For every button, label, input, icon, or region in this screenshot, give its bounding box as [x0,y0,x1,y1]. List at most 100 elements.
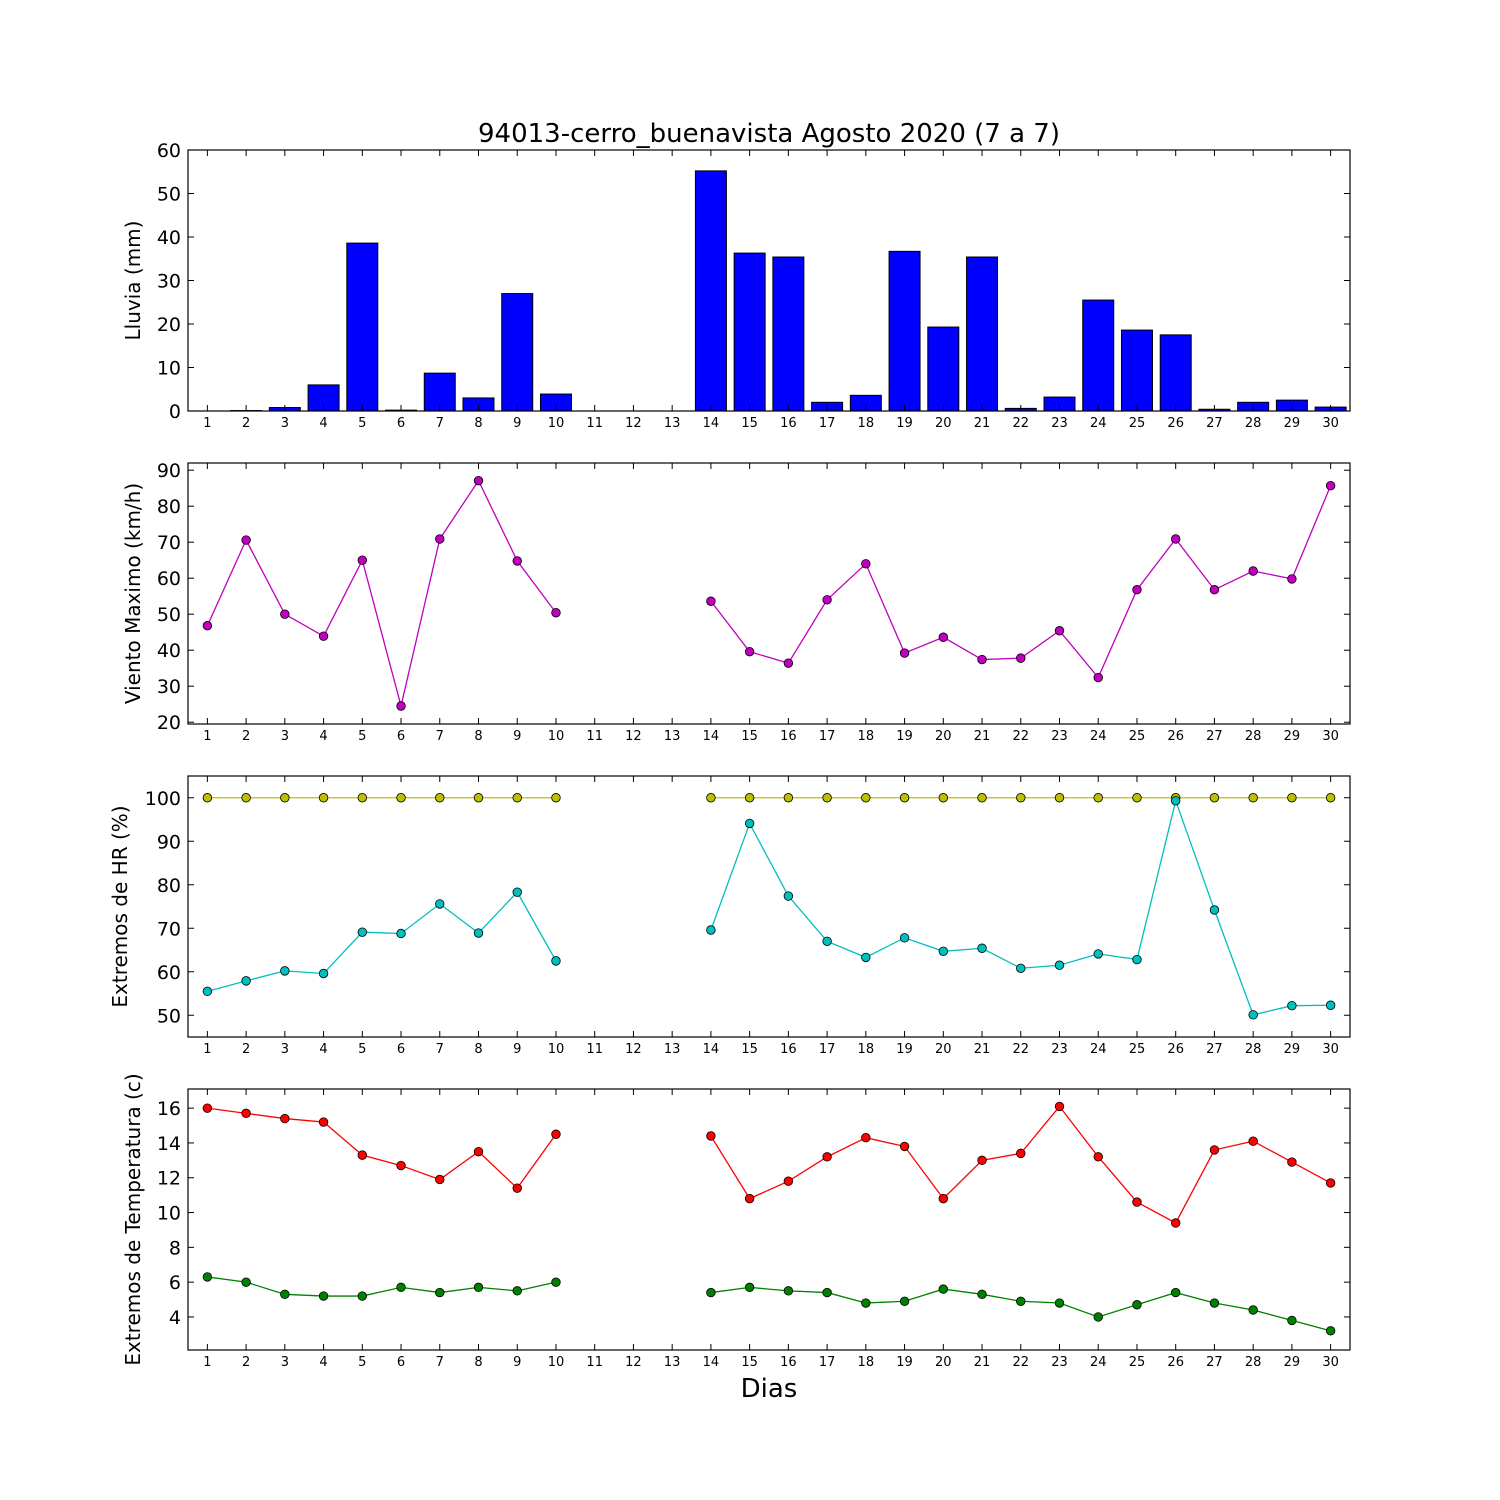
x-tick-label: 19 [896,729,913,744]
series-2-point-day-4 [318,968,329,979]
x-tick-label: 21 [974,1042,991,1057]
x-tick-label: 24 [1090,729,1107,744]
x-tick-label: 23 [1051,1355,1068,1370]
series-1-point-day-25 [1132,585,1142,595]
x-tick-label: 29 [1284,416,1301,431]
series-1-point-day-15 [744,1193,755,1204]
x-tick-label: 20 [935,416,952,431]
series-1-point-day-23 [1054,626,1065,636]
series-1-point-day-6 [396,1160,406,1171]
x-tick-label: 11 [586,1042,603,1057]
series-2-point-day-22 [1016,963,1026,973]
series-2-point-day-24 [1093,949,1103,959]
bar-day-14 [694,170,727,412]
series-2-point-day-8 [473,1282,484,1293]
bar-day-16 [772,256,805,412]
y-axis-label-viento: Viento Maximo (km/h) [121,483,145,704]
x-tick-label: 16 [780,729,797,744]
series-2-point-day-22 [1016,1296,1026,1306]
x-tick-label: 25 [1129,416,1146,431]
x-tick-label: 23 [1051,416,1068,431]
series-1-point-day-2 [241,1108,251,1119]
x-tick-label: 9 [513,416,521,431]
y-tick-label: 4 [169,1307,181,1329]
series-2-point-day-9 [512,1286,522,1296]
x-tick-label: 27 [1206,416,1223,431]
x-tick-label: 4 [319,416,327,431]
x-tick-label: 26 [1167,416,1184,431]
y-tick-label: 10 [157,358,181,380]
x-tick-label: 29 [1284,1042,1301,1057]
series-1-point-day-7 [435,534,445,544]
series-1-point-day-20 [938,1193,949,1204]
x-tick-label: 7 [436,729,444,744]
x-tick-label: 6 [397,729,405,744]
x-tick-label: 27 [1206,1042,1223,1057]
series-2-point-day-3 [280,1289,290,1300]
series-2-point-day-25 [1132,1300,1142,1310]
x-tick-label: 13 [664,416,681,431]
x-tick-label: 6 [397,416,405,431]
x-tick-label: 18 [858,1355,875,1370]
x-tick-label: 7 [436,1355,444,1370]
x-tick-label: 13 [664,729,681,744]
series-2-point-day-6 [396,928,406,939]
series-2-point-day-26 [1170,1287,1181,1298]
series-1-point-day-3 [280,609,290,619]
x-tick-label: 27 [1206,1355,1223,1370]
y-tick-label: 90 [157,460,181,482]
x-tick-label: 28 [1245,416,1262,431]
bar-day-19 [888,250,921,412]
series-1-point-day-19 [899,648,910,658]
series-2-line-1 [207,891,557,992]
y-tick-label: 70 [157,532,181,554]
y-tick-label: 10 [157,1203,181,1225]
x-tick-label: 2 [242,729,250,744]
series-2-point-day-27 [1209,905,1220,915]
series-1-point-day-14 [706,1131,716,1141]
x-tick-label: 28 [1245,729,1262,744]
series-1-point-day-9 [512,1183,522,1193]
x-tick-label: 11 [586,416,603,431]
x-tick-label: 8 [474,1042,482,1057]
series-1-point-day-6 [396,793,406,803]
series-1-point-day-16 [783,1176,794,1186]
series-1-point-day-2 [241,793,251,803]
x-tick-label: 9 [513,1042,521,1057]
series-2-point-day-30 [1325,1326,1336,1336]
x-tick-label: 23 [1051,729,1068,744]
x-tick-label: 19 [896,1042,913,1057]
series-2-point-day-10 [551,1277,561,1287]
series-1-point-day-2 [241,535,251,545]
x-tick-label: 16 [780,1042,797,1057]
x-tick-label: 24 [1090,416,1107,431]
series-1-point-day-18 [861,559,871,569]
series-1-point-day-27 [1209,585,1220,595]
series-1-point-day-30 [1325,480,1336,491]
y-tick-label: 80 [157,875,181,897]
series-2-point-day-7 [435,899,445,909]
series-2-point-day-8 [473,928,484,938]
series-2-point-day-23 [1054,1298,1065,1308]
y-tick-label: 70 [157,918,181,940]
x-tick-label: 7 [436,416,444,431]
x-tick-label: 15 [741,729,758,744]
x-axis-label: Dias [741,1374,798,1404]
x-tick-label: 17 [819,1355,836,1370]
x-tick-label: 4 [319,729,327,744]
x-tick-label: 20 [935,1355,952,1370]
y-axis-label-temperatura: Extremos de Temperatura (c) [121,1073,145,1365]
x-tick-label: 17 [819,729,836,744]
series-2-point-day-19 [899,933,910,943]
series-1-point-day-22 [1016,793,1026,803]
series-1-point-day-28 [1248,1136,1258,1146]
x-tick-label: 30 [1322,1042,1339,1057]
x-tick-label: 6 [397,1042,405,1057]
x-tick-label: 8 [474,1355,482,1370]
series-1-point-day-5 [357,1150,368,1160]
x-tick-label: 5 [358,416,366,431]
series-1-point-day-27 [1209,1145,1220,1155]
series-1-point-day-20 [938,632,949,642]
x-tick-label: 4 [319,1042,327,1057]
x-tick-label: 21 [974,416,991,431]
